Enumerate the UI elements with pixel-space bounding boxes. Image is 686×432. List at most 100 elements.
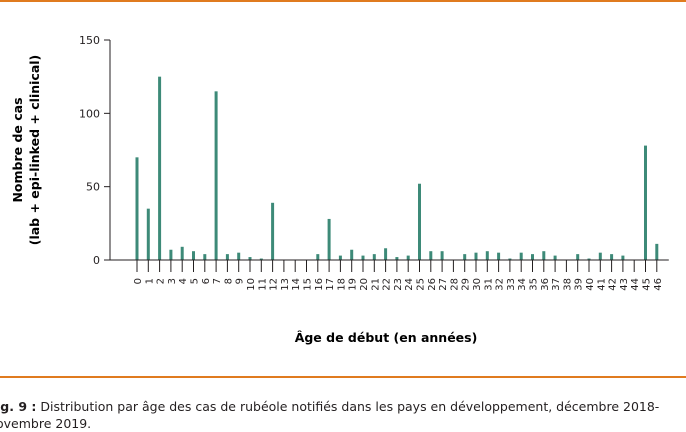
- x-axis-label: Âge de début (en années): [295, 330, 478, 345]
- bar: [395, 257, 399, 260]
- y-axis-label-sub: (lab + epi-linked + clinical): [27, 55, 42, 246]
- x-tick-label: 20: [359, 278, 370, 291]
- bar: [225, 254, 229, 260]
- bottom-rule: [0, 376, 686, 378]
- bar: [406, 255, 410, 260]
- bar: [214, 91, 218, 260]
- x-tick-label: 13: [280, 278, 291, 291]
- y-tick-label: 0: [93, 254, 100, 267]
- bar: [180, 246, 184, 260]
- bar: [610, 254, 614, 260]
- x-tick-label: 2: [156, 278, 167, 284]
- x-tick-label: 19: [348, 278, 359, 291]
- bar: [429, 251, 433, 260]
- bar: [474, 252, 478, 260]
- x-tick-label: 45: [642, 278, 653, 291]
- bar: [497, 252, 501, 260]
- x-tick-label: 23: [393, 278, 404, 291]
- x-tick-label: 30: [472, 278, 483, 291]
- x-tick-label: 34: [517, 278, 528, 291]
- x-tick-label: 28: [449, 278, 460, 291]
- x-tick-label: 6: [201, 278, 212, 284]
- bar: [463, 254, 467, 260]
- bar: [655, 243, 659, 260]
- x-tick-label: 17: [325, 278, 336, 291]
- x-tick-label: 27: [438, 278, 449, 291]
- x-tick-label: 26: [427, 278, 438, 291]
- x-tick-label: 37: [551, 278, 562, 291]
- bar: [542, 251, 546, 260]
- x-tick-label: 25: [416, 278, 427, 291]
- bar: [316, 254, 320, 260]
- x-tick-label: 8: [223, 278, 234, 284]
- bar: [169, 249, 173, 260]
- x-tick-label: 46: [653, 278, 664, 291]
- bar: [418, 183, 421, 260]
- x-tick-label: 44: [630, 278, 641, 291]
- bar: [621, 255, 625, 260]
- bar: [350, 249, 354, 260]
- y-tick-label: 50: [86, 181, 100, 194]
- x-tick-label: 16: [314, 278, 325, 291]
- x-tick-label: 36: [540, 278, 551, 291]
- caption-label: ig. 9 :: [0, 399, 37, 414]
- x-tick-label: 24: [404, 278, 415, 291]
- x-tick-label: 21: [370, 278, 381, 291]
- x-tick-label: 43: [619, 278, 630, 291]
- x-tick-label: 0: [133, 278, 144, 284]
- x-tick-label: 32: [495, 278, 506, 291]
- bar: [135, 157, 139, 260]
- bar: [146, 208, 150, 260]
- bar: [598, 252, 602, 260]
- x-axis-ticks: 0 1 2 3 4 5 6 7 8 9 10 11 12 13 14 15 16 17 18 19 20 21 22 23 24…: [133, 260, 664, 291]
- bar: [440, 251, 444, 260]
- bar: [553, 255, 557, 260]
- bars: [135, 76, 659, 261]
- x-tick-label: 38: [562, 278, 573, 291]
- bar: [644, 145, 647, 260]
- x-tick-label: 1: [144, 278, 155, 284]
- x-tick-label: 9: [235, 278, 246, 284]
- bar: [372, 254, 376, 260]
- bar: [203, 254, 207, 260]
- x-tick-label: 29: [461, 278, 472, 291]
- x-tick-label: 41: [596, 278, 607, 291]
- top-rule: [0, 0, 686, 2]
- x-tick-label: 40: [585, 278, 596, 291]
- bar: [158, 76, 162, 261]
- x-tick-label: 35: [529, 278, 540, 291]
- bar: [327, 218, 331, 260]
- x-tick-label: 12: [269, 278, 280, 291]
- bar: [576, 254, 580, 260]
- caption-text: Distribution par âge des cas de rubéole …: [36, 399, 660, 414]
- bar: [237, 252, 241, 260]
- x-tick-label: 5: [190, 278, 201, 284]
- x-tick-label: 14: [291, 278, 302, 291]
- bar: [508, 258, 512, 260]
- caption-text-line2: ovembre 2019.: [0, 416, 92, 431]
- x-tick-label: 39: [574, 278, 585, 291]
- x-tick-label: 42: [608, 278, 619, 291]
- x-tick-label: 4: [178, 278, 189, 284]
- x-tick-label: 31: [483, 278, 494, 291]
- y-tick-label: 150: [79, 34, 100, 47]
- bar: [361, 255, 365, 260]
- figure-caption: ig. 9 : Distribution par âge des cas de …: [0, 398, 686, 432]
- bar: [259, 258, 263, 260]
- x-tick-label: 3: [167, 278, 178, 284]
- bar: [248, 257, 252, 260]
- x-tick-label: 18: [336, 278, 347, 291]
- x-tick-label: 11: [257, 278, 268, 291]
- x-tick-label: 10: [246, 278, 257, 291]
- bar: [338, 255, 342, 260]
- bar: [192, 251, 195, 260]
- bar: [485, 251, 489, 260]
- y-axis-label: Nombre de cas: [10, 97, 25, 202]
- bar: [587, 258, 591, 260]
- bar: [531, 254, 534, 260]
- bar: [271, 202, 275, 260]
- y-tick-label: 100: [79, 107, 100, 120]
- bar: [384, 248, 388, 260]
- x-tick-label: 22: [382, 278, 393, 291]
